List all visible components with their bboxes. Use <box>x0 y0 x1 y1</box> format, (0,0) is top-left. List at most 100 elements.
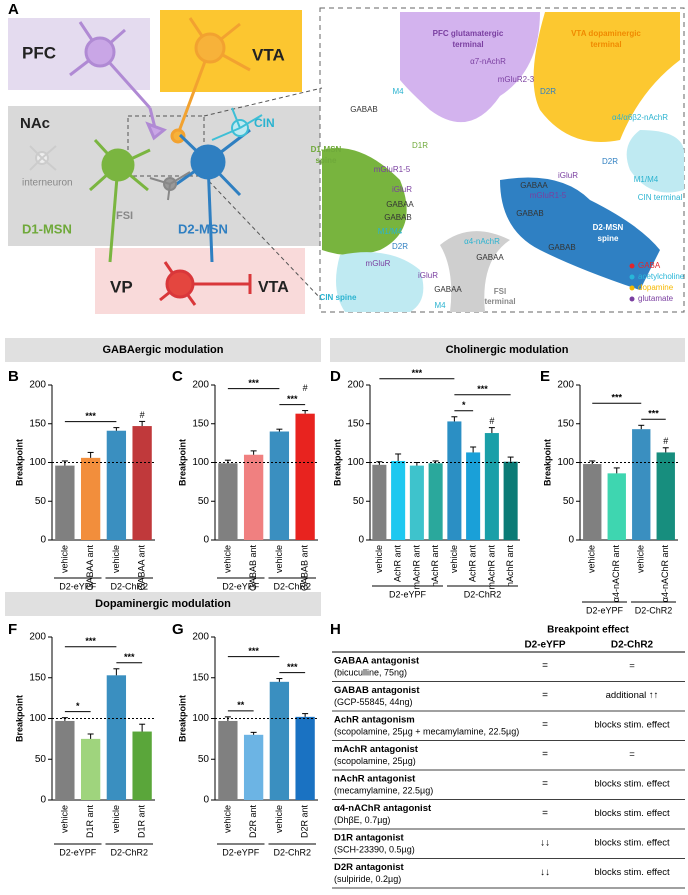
group-label: D2-ChR2 <box>635 605 673 615</box>
bar <box>583 464 602 540</box>
x-tick-label: GABAB ant <box>248 545 258 592</box>
bar <box>132 426 152 540</box>
panel-letter: F <box>8 621 17 638</box>
cell: = <box>629 661 635 672</box>
detail-label: PFC glutamatergic <box>433 29 504 38</box>
detail-label: iGluR <box>558 171 578 180</box>
row-detail: (DhβE, 0.7µg) <box>334 815 390 825</box>
x-tick-label: AchR ant <box>393 545 403 583</box>
legend-label: acetylcholine <box>638 272 685 281</box>
significance: *** <box>248 378 259 388</box>
bar <box>80 738 101 800</box>
cell: blocks stim. effect <box>594 867 670 878</box>
y-tick-label: 100 <box>192 457 209 468</box>
row-detail: (sulpiride, 0.2µg) <box>334 874 401 884</box>
cell: additional ↑↑ <box>606 690 659 701</box>
group-label: D2-ChR2 <box>110 581 148 591</box>
y-tick-label: 150 <box>192 672 209 683</box>
detail-label: α4-nAchR <box>464 237 500 246</box>
significance: # <box>489 416 494 426</box>
y-tick-label: 150 <box>347 418 364 429</box>
bar <box>55 720 75 800</box>
x-tick-label: mAchR ant <box>486 545 496 590</box>
detail-label: M4 <box>392 87 404 96</box>
panel-letter: B <box>8 368 19 385</box>
vp-neuron <box>159 261 252 306</box>
zoom-line <box>203 175 323 301</box>
significance: # <box>663 436 668 446</box>
detail-label: D2R <box>392 242 408 251</box>
bar <box>218 720 238 800</box>
row-name: D1R antagonist <box>334 833 405 844</box>
detail-label: spine <box>316 156 337 165</box>
detail-label: α4/α6β2-nAchR <box>612 113 668 122</box>
bar <box>55 465 75 540</box>
panel-letter: E <box>540 368 550 385</box>
cell-label: D2-MSN <box>178 221 228 236</box>
legend-label: dopamine <box>638 283 674 292</box>
significance: * <box>76 701 80 711</box>
y-tick-label: 200 <box>29 380 46 391</box>
y-tick-label: 50 <box>35 496 47 507</box>
column-header: D2-eYFP <box>524 640 565 651</box>
region-label: VP <box>110 277 133 296</box>
bar <box>243 734 264 800</box>
x-tick-label: vehicle <box>222 545 232 573</box>
detail-label: D2-MSN <box>593 223 624 232</box>
column-header: D2-ChR2 <box>611 640 654 651</box>
pfc-neuron <box>69 21 167 141</box>
panel-letter: H <box>330 621 341 638</box>
y-axis-label: Breakpoint <box>332 439 342 486</box>
y-tick-label: 50 <box>35 754 47 765</box>
x-tick-label: vehicle <box>587 545 597 573</box>
x-tick-label: vehicle <box>636 545 646 573</box>
legend-dot <box>629 274 635 280</box>
y-tick-label: 0 <box>40 795 46 806</box>
cell: = <box>629 749 635 760</box>
x-tick-label: vehicle <box>449 545 459 573</box>
y-tick-label: 50 <box>353 496 365 507</box>
detail-label: iGluR <box>392 185 412 194</box>
detail-label: α7-nAchR <box>470 57 506 66</box>
panel-letter: G <box>172 621 184 638</box>
cell: blocks stim. effect <box>594 779 670 790</box>
group-label: D2-eYPF <box>59 581 97 591</box>
y-tick-label: 100 <box>557 457 574 468</box>
legend-dot <box>629 263 635 269</box>
bar <box>132 731 152 800</box>
detail-label: GABAB <box>384 213 412 222</box>
y-tick-label: 0 <box>40 535 46 546</box>
detail-label: iGluR <box>418 271 438 280</box>
cell: = <box>542 779 548 790</box>
y-tick-label: 150 <box>192 418 209 429</box>
bar <box>484 433 499 540</box>
y-tick-label: 100 <box>347 457 364 468</box>
x-tick-label: D2R ant <box>248 805 258 839</box>
detail-label: D2R <box>540 87 556 96</box>
bar <box>372 464 387 540</box>
y-tick-label: 100 <box>192 713 209 724</box>
group-label: D2-eYPF <box>222 847 260 857</box>
y-tick-label: 0 <box>358 535 364 546</box>
y-tick-label: 150 <box>557 418 574 429</box>
x-tick-label: GABAA ant <box>85 545 95 591</box>
x-tick-label: vehicle <box>222 805 232 833</box>
section-header: Dopaminergic modulation <box>95 598 231 610</box>
detail-label: GABAA <box>386 200 414 209</box>
row-detail: (mecamylamine, 22.5µg) <box>334 785 433 795</box>
bar <box>632 429 651 540</box>
detail-label: terminal <box>484 297 515 306</box>
header-box <box>5 592 321 616</box>
y-tick-label: 200 <box>29 632 46 643</box>
detail-label: mGluR <box>366 259 391 268</box>
y-axis-label: Breakpoint <box>14 695 24 742</box>
significance: *** <box>248 646 259 656</box>
cell-label: CIN <box>254 116 275 130</box>
significance: *** <box>85 411 96 421</box>
x-tick-label: vehicle <box>274 805 284 833</box>
group-label: D2-eYPF <box>59 847 97 857</box>
panel-letter: C <box>172 368 183 385</box>
group-label: D2-ChR2 <box>464 589 502 599</box>
detail-label: mGluR1-5 <box>374 165 411 174</box>
panel-letter: A <box>8 1 19 18</box>
